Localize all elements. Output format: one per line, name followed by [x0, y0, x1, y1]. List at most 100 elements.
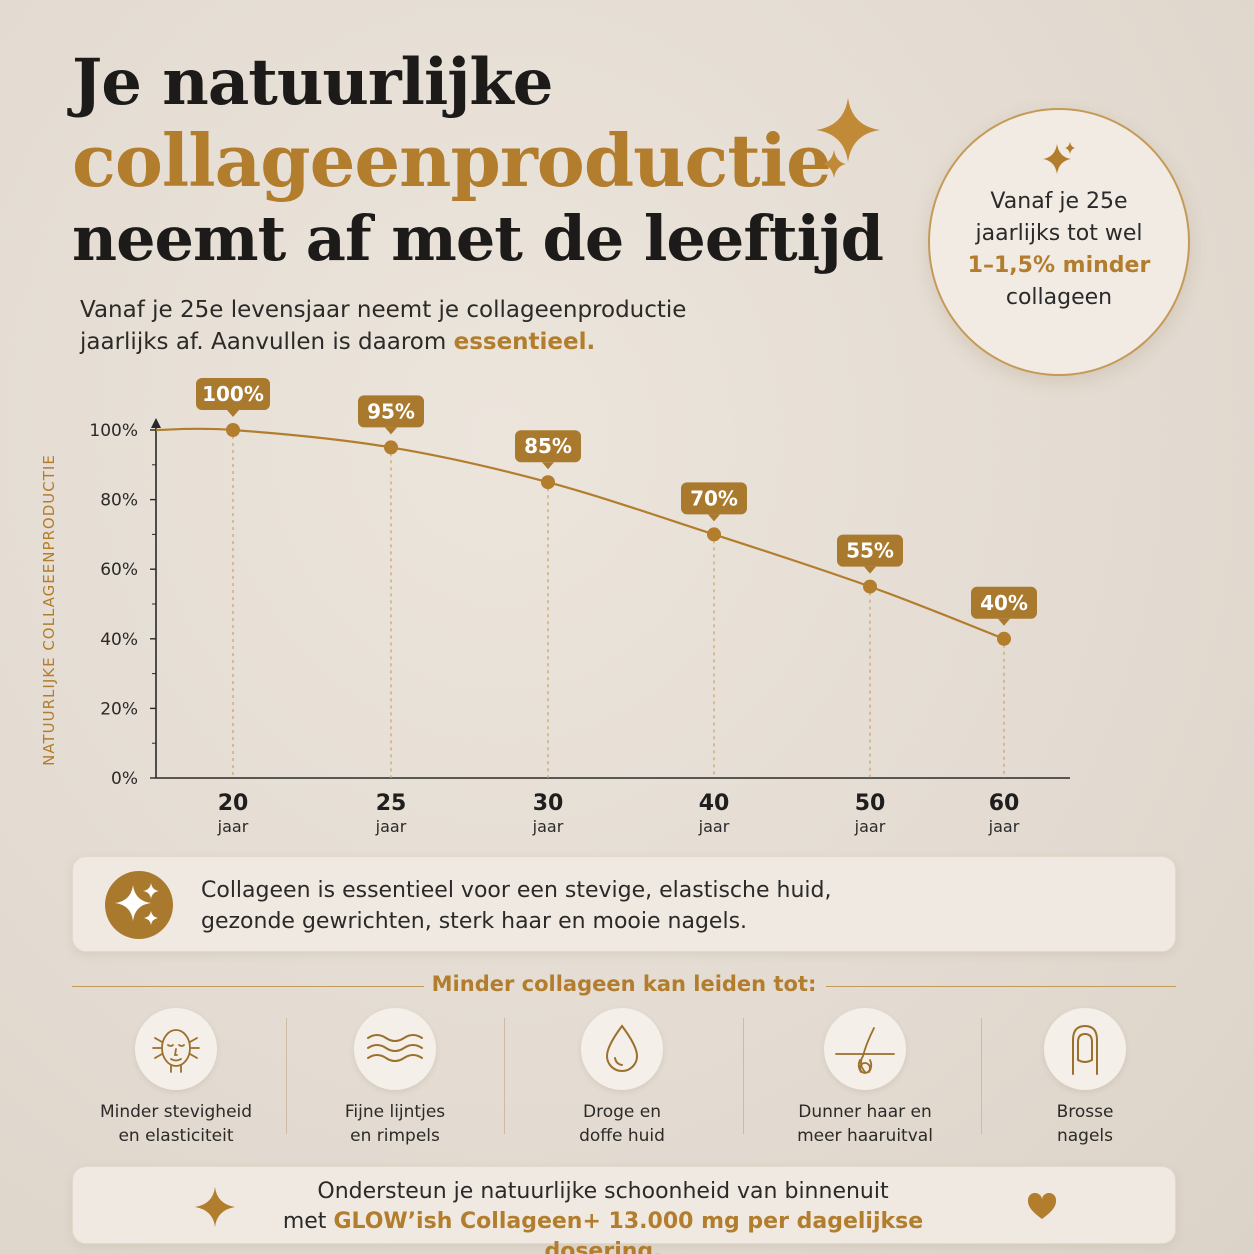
- effect-label-line-1: Brosse: [1056, 1102, 1114, 1122]
- effect-item: Droge en doffe huid: [522, 1008, 722, 1148]
- y-tick-label: 100%: [89, 421, 138, 441]
- effect-item: Brosse nagels: [985, 1008, 1185, 1148]
- y-tick-label: 40%: [100, 630, 138, 650]
- footer-card: Ondersteun je natuurlijke schoonheid van…: [72, 1166, 1176, 1254]
- data-point: [997, 631, 1011, 646]
- data-label-bg: [515, 430, 581, 463]
- series-line: [155, 427, 1005, 640]
- y-tick-label: 20%: [100, 699, 138, 719]
- subtitle-line-1: Vanaf je 25e levensjaar neemt je collage…: [80, 297, 687, 323]
- info-card: Collageen is essentieel voor een stevige…: [72, 856, 1176, 952]
- data-label-pointer: [708, 514, 720, 522]
- effect-item: Minder stevigheid en elasticiteit: [76, 1008, 276, 1148]
- heart-icon: [1027, 1193, 1057, 1219]
- effect-label-line-2: meer haaruitval: [797, 1126, 933, 1146]
- data-label: 95%: [367, 399, 415, 423]
- data-label: 40%: [980, 591, 1028, 615]
- drop-icon: [605, 1024, 639, 1072]
- effect-item: Dunner haar en meer haaruitval: [765, 1008, 965, 1148]
- data-label-pointer: [542, 462, 554, 470]
- badge-line-4: collageen: [1005, 285, 1113, 310]
- effect-label-line-2: doffe huid: [579, 1126, 665, 1146]
- footer-line-2-text: met: [282, 1209, 334, 1234]
- badge-line-1: Vanaf je 25e: [990, 189, 1128, 214]
- effect-label-line-2: en rimpels: [350, 1126, 440, 1146]
- subtitle: Vanaf je 25e levensjaar neemt je collage…: [80, 294, 800, 358]
- data-label-bg: [971, 586, 1037, 619]
- effect-label-line-1: Dunner haar en: [798, 1102, 932, 1122]
- y-tick-label: 80%: [100, 491, 138, 511]
- subtitle-line-2-text: jaarlijks af. Aanvullen is daarom: [80, 329, 454, 355]
- headline-line-2: collageenproductie: [72, 118, 832, 203]
- divider: [826, 986, 1176, 987]
- effect-label-line-1: Minder stevigheid: [99, 1102, 253, 1122]
- data-label-bg: [837, 534, 903, 567]
- x-tick-label: 25: [376, 791, 407, 816]
- data-point: [541, 475, 555, 490]
- info-line-2: gezonde gewrichten, sterk haar en mooie …: [201, 909, 748, 934]
- sparkles-icon: [105, 871, 173, 939]
- effect-label-line-2: nagels: [1056, 1126, 1114, 1146]
- data-point: [707, 527, 721, 542]
- divider: [743, 1018, 744, 1134]
- effect-label-line-1: Fijne lijntjes: [344, 1102, 446, 1122]
- subtitle-highlight: essentieel.: [453, 329, 596, 355]
- effect-label-line-1: Droge en: [583, 1102, 661, 1122]
- y-tick-label: 60%: [100, 560, 138, 580]
- data-point: [226, 423, 240, 437]
- subtitle-line-2: jaarlijks af. Aanvullen is daarom essent…: [80, 326, 800, 358]
- data-point: [863, 579, 877, 594]
- data-label: 70%: [690, 486, 738, 510]
- divider: [981, 1018, 982, 1134]
- data-label-bg: [358, 395, 424, 428]
- sparkle-icon: [1043, 142, 1075, 174]
- data-label: 85%: [524, 434, 572, 458]
- divider: [72, 986, 424, 987]
- wave-lines-icon: [367, 1034, 423, 1062]
- stat-badge: Vanaf je 25e jaarlijks tot wel 1–1,5% mi…: [928, 108, 1190, 376]
- info-line-1: Collageen is essentieel voor een stevige…: [201, 878, 832, 903]
- badge-line-2: jaarlijks tot wel: [975, 221, 1143, 246]
- headline-line-3: neemt af met de leeftijd: [72, 202, 884, 275]
- data-point: [384, 440, 398, 455]
- y-tick-label: 0%: [111, 769, 138, 789]
- data-label-bg: [196, 378, 270, 410]
- footer-text: Ondersteun je natuurlijke schoonheid van…: [223, 1177, 983, 1254]
- data-label: 100%: [202, 382, 264, 406]
- sparkle-icon: [816, 98, 880, 178]
- x-tick-label: 40: [699, 791, 730, 816]
- data-label: 55%: [846, 539, 894, 563]
- footer-line-2: met GLOW’ish Collageen+ 13.000 mg per da…: [223, 1207, 983, 1254]
- nail-icon: [1072, 1024, 1098, 1075]
- y-axis-label: NATUURLIJKE COLLAGEENPRODUCTIE: [40, 454, 58, 766]
- x-tick-unit: jaar: [532, 817, 564, 836]
- footer-highlight: GLOW’ish Collageen+ 13.000 mg per dageli…: [333, 1209, 924, 1254]
- x-tick-unit: jaar: [988, 817, 1020, 836]
- x-tick-label: 50: [855, 791, 886, 816]
- effects-heading-row: Minder collageen kan leiden tot:: [72, 972, 1176, 1002]
- x-tick-unit: jaar: [698, 817, 730, 836]
- x-tick-label: 60: [989, 791, 1020, 816]
- data-label-pointer: [864, 566, 876, 574]
- data-label-bg: [681, 482, 747, 515]
- divider: [504, 1018, 505, 1134]
- effects-heading: Minder collageen kan leiden tot:: [431, 972, 817, 996]
- x-tick-label: 30: [533, 791, 564, 816]
- collagen-line-chart: 0% 20% 40% 60% 80% 100% NATUURLIJKE COLLAGEENP…: [40, 378, 1070, 836]
- data-label-pointer: [998, 618, 1010, 626]
- x-tick-unit: jaar: [217, 817, 249, 836]
- info-text: Collageen is essentieel voor een stevige…: [201, 875, 1101, 937]
- x-tick-label: 20: [218, 791, 249, 816]
- footer-line-1: Ondersteun je natuurlijke schoonheid van…: [317, 1179, 889, 1204]
- effect-item: Fijne lijntjes en rimpels: [295, 1008, 495, 1148]
- divider: [286, 1018, 287, 1134]
- x-tick-unit: jaar: [854, 817, 886, 836]
- badge-highlight: 1–1,5% minder: [967, 253, 1151, 278]
- effect-label-line-2: en elasticiteit: [118, 1126, 234, 1146]
- face-icon: [152, 1029, 200, 1073]
- hair-follicle-icon: [835, 1027, 895, 1074]
- y-axis-arrow-icon: [151, 418, 161, 428]
- headline-line-1: Je natuurlijke: [72, 45, 553, 120]
- data-label-pointer: [385, 427, 397, 435]
- x-tick-unit: jaar: [375, 817, 407, 836]
